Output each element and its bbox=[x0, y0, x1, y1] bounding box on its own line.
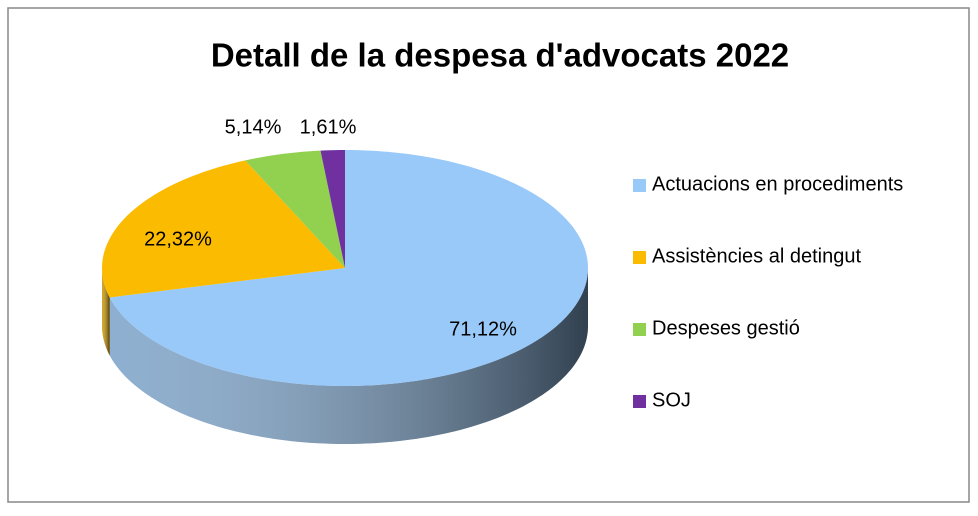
legend-swatch bbox=[633, 251, 646, 264]
chart-title: Detall de la despesa d'advocats 2022 bbox=[211, 37, 789, 74]
legend-label: Assistències al detingut bbox=[652, 245, 861, 267]
pie-side-shade bbox=[109, 268, 589, 444]
pie-slice bbox=[109, 150, 588, 386]
pie-slice bbox=[102, 160, 346, 298]
legend-swatch bbox=[633, 395, 646, 408]
legend-label: Despeses gestió bbox=[652, 317, 800, 339]
data-label: 1,61% bbox=[300, 116, 357, 138]
data-label: 71,12% bbox=[449, 318, 517, 340]
data-label: 22,32% bbox=[144, 228, 212, 250]
pie-slice bbox=[320, 150, 345, 268]
legend-swatch bbox=[633, 323, 646, 336]
legend-swatch bbox=[633, 179, 646, 192]
data-label: 5,14% bbox=[225, 116, 282, 138]
legend-label: SOJ bbox=[652, 389, 691, 411]
pie-side-shade bbox=[102, 268, 110, 356]
pie-slice bbox=[245, 150, 345, 268]
legend-label: Actuacions en procediments bbox=[652, 173, 903, 195]
